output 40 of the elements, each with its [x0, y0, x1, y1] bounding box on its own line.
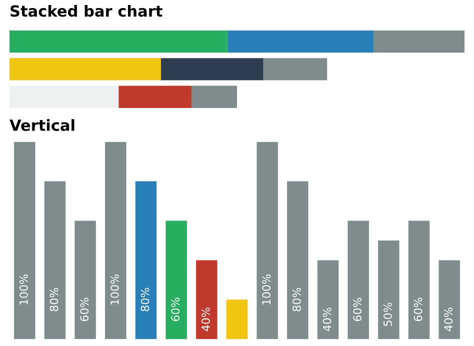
- data-label: 40%: [201, 308, 210, 332]
- bar: [44, 181, 66, 340]
- data-label: 60%: [80, 298, 89, 322]
- data-label: 50%: [384, 302, 392, 326]
- data-label: 60%: [171, 298, 180, 322]
- data-label: 60%: [414, 298, 422, 322]
- bar: [256, 142, 278, 340]
- bar: [348, 220, 369, 340]
- bar: [9, 58, 162, 80]
- data-label: 40%: [444, 308, 453, 332]
- data-label: 100%: [19, 274, 28, 304]
- bar: [161, 58, 264, 80]
- chart-title: Stacked bar chart: [10, 4, 162, 17]
- data-label: 80%: [50, 288, 58, 312]
- bar: [9, 86, 119, 108]
- bar: [166, 220, 187, 340]
- bar: [14, 142, 36, 340]
- bar: [196, 260, 218, 340]
- bar: [118, 86, 192, 108]
- bar: [9, 30, 228, 53]
- bar: [191, 86, 237, 108]
- data-label: 80%: [140, 288, 150, 312]
- bar: [74, 220, 96, 340]
- bar: [135, 181, 157, 340]
- data-label: 80%: [292, 288, 301, 312]
- data-label: 100%: [110, 274, 119, 304]
- bar: [287, 181, 308, 340]
- bar: [263, 58, 328, 80]
- data-label: 40%: [322, 308, 332, 332]
- bar: [105, 142, 126, 340]
- data-label: 100%: [262, 274, 271, 304]
- data-label: 60%: [353, 298, 362, 322]
- bar: [408, 220, 430, 340]
- chart-title: Vertical: [10, 119, 74, 131]
- bar: [228, 30, 374, 53]
- bar: [438, 260, 460, 340]
- bar: [226, 300, 248, 340]
- bar: [378, 240, 400, 340]
- bar: [374, 30, 465, 53]
- bar: [317, 260, 339, 340]
